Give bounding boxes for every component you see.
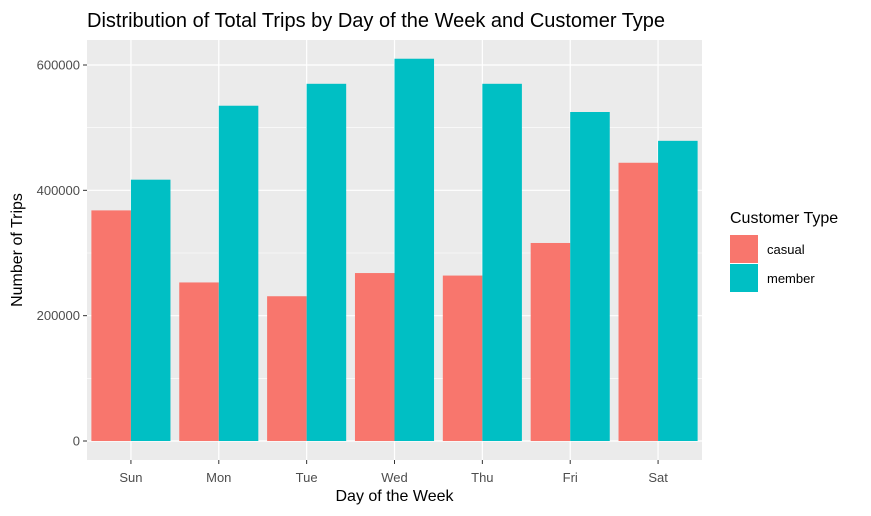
bar-casual-thu (442, 275, 483, 441)
x-tick-label: Fri (563, 470, 578, 485)
bar-member-sat (658, 140, 698, 441)
bar-casual-mon (179, 282, 219, 441)
bar-member-mon (218, 105, 259, 441)
x-axis-title: Day of the Week (336, 488, 455, 505)
bar-member-thu (482, 83, 522, 442)
y-tick-label: 400000 (37, 183, 80, 198)
y-axis-title: Number of Trips (9, 193, 26, 307)
y-tick-label: 200000 (37, 308, 80, 323)
chart-title: Distribution of Total Trips by Day of th… (87, 10, 665, 32)
legend-key-member (730, 264, 758, 292)
x-tick-label: Wed (381, 470, 408, 485)
legend-key-casual (730, 235, 758, 263)
x-axis: Sun Mon Tue Wed Thu Fri Sat (119, 460, 668, 485)
x-tick-label: Thu (471, 470, 493, 485)
x-tick-label: Tue (296, 470, 318, 485)
bar-casual-fri (530, 242, 571, 441)
y-tick-label: 600000 (37, 58, 80, 73)
bar-member-wed (394, 58, 435, 441)
bar-casual-sat (618, 162, 659, 441)
x-tick-label: Sat (648, 470, 668, 485)
bar-member-tue (306, 83, 347, 442)
bar-casual-wed (354, 273, 395, 441)
bar-casual-sun (91, 210, 131, 441)
x-tick-label: Mon (206, 470, 231, 485)
y-tick-label: 0 (73, 434, 80, 449)
legend-label-casual: casual (767, 242, 805, 257)
bars (91, 58, 698, 442)
bar-member-fri (570, 112, 610, 441)
legend-label-member: member (767, 271, 815, 286)
legend: Customer Type casual member (730, 210, 838, 292)
x-tick-label: Sun (119, 470, 142, 485)
y-axis: 0 200000 400000 600000 (37, 58, 87, 449)
bar-casual-tue (267, 296, 307, 441)
legend-title: Customer Type (730, 210, 838, 227)
bar-member-sun (130, 179, 171, 441)
